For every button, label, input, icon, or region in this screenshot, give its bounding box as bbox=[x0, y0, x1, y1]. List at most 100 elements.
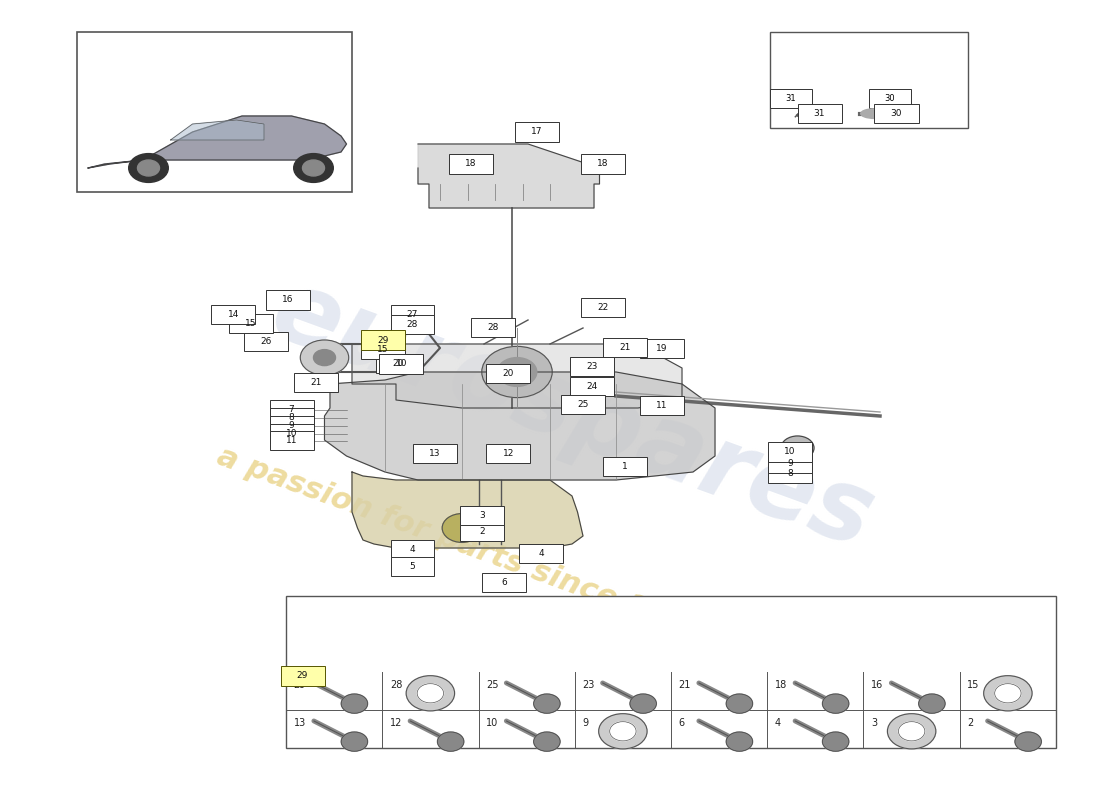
Circle shape bbox=[781, 436, 814, 460]
FancyBboxPatch shape bbox=[768, 442, 812, 462]
Text: 1: 1 bbox=[621, 462, 628, 471]
Polygon shape bbox=[352, 344, 682, 408]
Ellipse shape bbox=[860, 109, 889, 118]
Text: 7: 7 bbox=[288, 405, 295, 414]
Text: 13: 13 bbox=[294, 718, 306, 728]
FancyBboxPatch shape bbox=[390, 557, 435, 576]
Text: 15: 15 bbox=[245, 318, 256, 328]
Text: 26: 26 bbox=[261, 337, 272, 346]
Text: 28: 28 bbox=[390, 680, 403, 690]
FancyBboxPatch shape bbox=[376, 354, 420, 373]
FancyBboxPatch shape bbox=[486, 364, 530, 383]
Circle shape bbox=[294, 154, 333, 182]
Text: 28: 28 bbox=[487, 322, 498, 332]
FancyBboxPatch shape bbox=[229, 314, 273, 333]
Text: 29: 29 bbox=[297, 671, 308, 681]
Text: 30: 30 bbox=[891, 109, 902, 118]
FancyBboxPatch shape bbox=[603, 457, 647, 476]
Circle shape bbox=[534, 732, 560, 751]
Text: 9: 9 bbox=[583, 718, 588, 728]
Text: 23: 23 bbox=[583, 680, 595, 690]
FancyBboxPatch shape bbox=[390, 540, 435, 559]
FancyBboxPatch shape bbox=[570, 357, 614, 376]
Circle shape bbox=[598, 714, 647, 749]
Text: 21: 21 bbox=[619, 342, 630, 352]
FancyBboxPatch shape bbox=[770, 89, 812, 108]
Text: 8: 8 bbox=[288, 413, 295, 422]
Text: 3: 3 bbox=[871, 718, 878, 728]
Text: 22: 22 bbox=[597, 302, 608, 312]
Circle shape bbox=[300, 340, 349, 375]
Circle shape bbox=[341, 732, 367, 751]
Text: 9: 9 bbox=[786, 458, 793, 468]
Text: 31: 31 bbox=[814, 109, 825, 118]
Circle shape bbox=[630, 694, 657, 714]
FancyBboxPatch shape bbox=[460, 506, 504, 525]
Circle shape bbox=[994, 684, 1021, 703]
FancyBboxPatch shape bbox=[581, 154, 625, 174]
Circle shape bbox=[497, 358, 537, 386]
FancyBboxPatch shape bbox=[449, 154, 493, 174]
Circle shape bbox=[918, 694, 945, 714]
Text: 14: 14 bbox=[228, 310, 239, 319]
Polygon shape bbox=[352, 472, 583, 548]
Text: 3: 3 bbox=[478, 510, 485, 520]
FancyBboxPatch shape bbox=[460, 522, 504, 541]
Text: 16: 16 bbox=[283, 295, 294, 305]
Text: 30: 30 bbox=[884, 94, 895, 103]
FancyBboxPatch shape bbox=[412, 444, 456, 463]
FancyBboxPatch shape bbox=[768, 464, 812, 483]
Circle shape bbox=[823, 732, 849, 751]
Text: 21: 21 bbox=[679, 680, 691, 690]
FancyBboxPatch shape bbox=[471, 318, 515, 337]
FancyBboxPatch shape bbox=[77, 32, 352, 192]
FancyBboxPatch shape bbox=[515, 122, 559, 142]
FancyBboxPatch shape bbox=[361, 330, 405, 350]
Text: 9: 9 bbox=[288, 421, 295, 430]
FancyBboxPatch shape bbox=[266, 290, 310, 310]
Circle shape bbox=[823, 694, 849, 714]
Circle shape bbox=[341, 694, 367, 714]
Polygon shape bbox=[324, 372, 715, 480]
FancyBboxPatch shape bbox=[280, 666, 324, 686]
Text: 4: 4 bbox=[774, 718, 781, 728]
Text: 29: 29 bbox=[377, 335, 388, 345]
Text: 8: 8 bbox=[786, 469, 793, 478]
FancyBboxPatch shape bbox=[486, 444, 530, 463]
FancyBboxPatch shape bbox=[640, 339, 684, 358]
Text: 10: 10 bbox=[784, 447, 795, 457]
Text: 15: 15 bbox=[968, 680, 980, 690]
Circle shape bbox=[442, 514, 482, 542]
Circle shape bbox=[726, 732, 752, 751]
Circle shape bbox=[726, 694, 752, 714]
Text: 20: 20 bbox=[393, 358, 404, 368]
Text: 4: 4 bbox=[538, 549, 544, 558]
Text: eurospares: eurospares bbox=[258, 262, 886, 570]
Text: 10: 10 bbox=[286, 429, 297, 438]
FancyBboxPatch shape bbox=[603, 338, 647, 357]
Text: 13: 13 bbox=[429, 449, 440, 458]
Text: 15: 15 bbox=[377, 345, 388, 354]
FancyBboxPatch shape bbox=[874, 104, 918, 123]
Text: 16: 16 bbox=[871, 680, 883, 690]
FancyBboxPatch shape bbox=[561, 395, 605, 414]
Circle shape bbox=[1015, 732, 1042, 751]
Text: 2: 2 bbox=[478, 526, 485, 536]
Text: 11: 11 bbox=[657, 401, 668, 410]
FancyBboxPatch shape bbox=[286, 596, 1056, 748]
FancyBboxPatch shape bbox=[390, 305, 435, 324]
FancyBboxPatch shape bbox=[482, 573, 526, 592]
FancyBboxPatch shape bbox=[270, 408, 314, 427]
FancyBboxPatch shape bbox=[379, 354, 424, 374]
FancyBboxPatch shape bbox=[270, 416, 314, 435]
Text: 12: 12 bbox=[390, 718, 403, 728]
Polygon shape bbox=[170, 120, 264, 140]
FancyBboxPatch shape bbox=[869, 89, 911, 108]
Circle shape bbox=[406, 676, 454, 711]
Text: 10: 10 bbox=[396, 359, 407, 369]
FancyBboxPatch shape bbox=[270, 431, 314, 450]
FancyBboxPatch shape bbox=[798, 104, 842, 123]
Text: 2: 2 bbox=[968, 718, 974, 728]
Text: 31: 31 bbox=[785, 94, 796, 103]
FancyBboxPatch shape bbox=[570, 377, 614, 396]
